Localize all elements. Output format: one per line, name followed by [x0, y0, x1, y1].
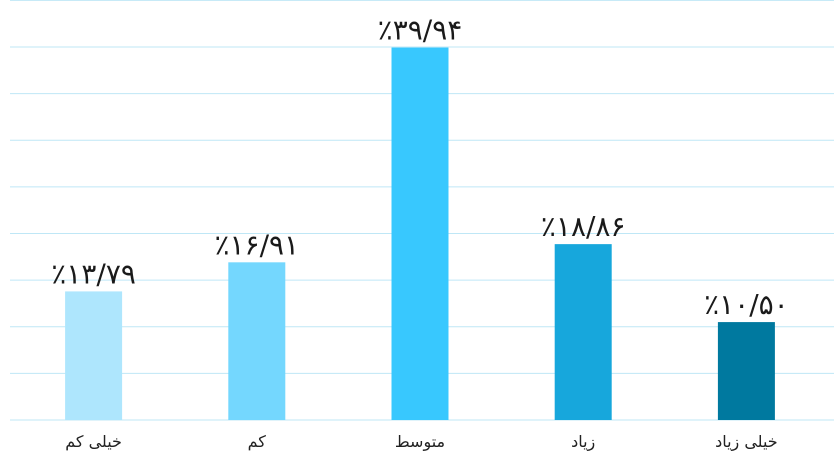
category-label-1: خیلی کم: [65, 432, 122, 451]
value-label-1: ٪۱۳/۷۹: [51, 257, 136, 290]
category-label-3: متوسط: [395, 432, 445, 452]
bars-group: [65, 47, 775, 420]
bar-3: [391, 47, 449, 420]
value-labels-group: ٪۱۳/۷۹ ٪۱۶/۹۱ ٪۳۹/۹۴ ٪۱۸/۸۶ ٪۱۰/۵۰: [51, 14, 788, 322]
category-labels-group: خیلی کم کم متوسط زیاد خیلی زیاد: [65, 432, 777, 452]
category-label-2: کم: [248, 432, 267, 451]
value-label-3: ٪۳۹/۹۴: [378, 14, 463, 47]
value-label-5: ٪۱۰/۵۰: [704, 288, 789, 321]
category-label-5: خیلی زیاد: [715, 432, 778, 452]
category-label-4: زیاد: [571, 432, 595, 452]
bar-5: [717, 322, 775, 420]
value-label-4: ٪۱۸/۸۶: [541, 210, 626, 243]
value-label-2: ٪۱۶/۹۱: [214, 228, 299, 261]
bar-1: [65, 291, 123, 420]
bar-2: [228, 262, 286, 420]
bar-4: [554, 244, 612, 420]
